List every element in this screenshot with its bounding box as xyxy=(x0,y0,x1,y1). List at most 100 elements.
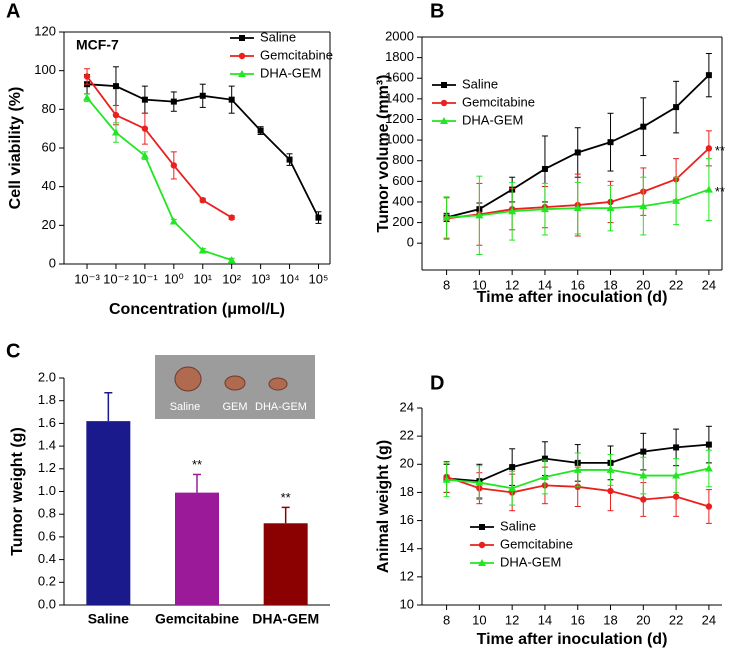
legend-label: Gemcitabine xyxy=(500,536,573,551)
marker xyxy=(640,496,647,503)
legend-label: DHA-GEM xyxy=(462,112,523,127)
y-tick-label: 20 xyxy=(42,217,56,232)
marker xyxy=(606,204,615,212)
marker xyxy=(238,52,246,60)
marker xyxy=(639,202,648,210)
x-tick-label: 8 xyxy=(443,277,450,292)
marker xyxy=(541,165,548,172)
marker xyxy=(227,256,236,264)
x-tick-label: 10⁻³ xyxy=(74,271,100,286)
panel-letter: C xyxy=(6,340,20,362)
y-tick-label: 1.2 xyxy=(38,460,56,475)
x-tick-label: 10¹ xyxy=(193,271,212,286)
x-tick-label: 10² xyxy=(222,271,241,286)
annotation: ** xyxy=(281,490,291,505)
x-tick-label: 24 xyxy=(702,277,716,292)
y-tick-label: 0 xyxy=(49,255,56,270)
panel-letter: D xyxy=(430,372,444,394)
bar xyxy=(86,421,131,605)
marker xyxy=(140,151,149,159)
series-line xyxy=(86,97,232,261)
marker xyxy=(169,217,178,225)
y-axis-title: Cell viability (%) xyxy=(7,87,24,210)
marker xyxy=(508,484,517,492)
marker xyxy=(442,213,451,221)
marker xyxy=(112,83,119,90)
marker xyxy=(228,214,235,221)
marker xyxy=(573,204,582,212)
inset-label: GEM xyxy=(222,401,247,413)
x-tick-label: Gemcitabine xyxy=(155,611,239,627)
marker xyxy=(83,93,92,101)
series-line xyxy=(86,75,233,219)
x-axis-title: Time after inoculation (d) xyxy=(477,289,668,306)
marker xyxy=(475,478,484,486)
y-tick-label: 1000 xyxy=(385,132,414,147)
x-tick-label: 22 xyxy=(669,612,683,627)
y-tick-label: 80 xyxy=(42,101,56,116)
y-tick-label: 20 xyxy=(400,456,414,471)
marker xyxy=(541,455,548,462)
marker xyxy=(199,197,206,204)
y-tick-label: 1.4 xyxy=(38,438,56,453)
legend-label: Saline xyxy=(260,29,296,44)
y-tick-label: 1.8 xyxy=(38,392,56,407)
marker xyxy=(540,472,549,480)
y-tick-label: 18 xyxy=(400,484,414,499)
x-axis-title: Concentration (μmol/L) xyxy=(109,301,285,318)
annotation: ** xyxy=(715,143,725,158)
y-tick-label: 1.0 xyxy=(38,483,56,498)
marker xyxy=(673,444,680,451)
y-tick-label: 0.0 xyxy=(38,596,56,611)
inset-label: DHA-GEM xyxy=(255,401,307,413)
y-tick-label: 0.2 xyxy=(38,574,56,589)
marker xyxy=(238,70,246,77)
y-tick-label: 0.6 xyxy=(38,528,56,543)
marker xyxy=(705,503,713,510)
x-tick-label: DHA-GEM xyxy=(252,611,319,627)
x-tick-label: 10⁵ xyxy=(309,271,329,286)
legend-label: Gemcitabine xyxy=(462,94,535,109)
x-tick-label: 10³ xyxy=(251,271,270,286)
bar xyxy=(263,523,308,605)
marker xyxy=(705,441,712,448)
marker xyxy=(199,92,206,99)
y-tick-label: 1400 xyxy=(385,90,414,105)
y-tick-label: 200 xyxy=(392,214,414,229)
y-tick-label: 120 xyxy=(34,23,56,38)
x-tick-label: 10⁻¹ xyxy=(132,271,158,286)
y-tick-label: 600 xyxy=(392,173,414,188)
y-axis-title: Tumor weight (g) xyxy=(9,427,26,556)
marker xyxy=(607,487,614,495)
legend-label: DHA-GEM xyxy=(500,554,561,569)
x-axis-title: Time after inoculation (d) xyxy=(477,631,668,648)
marker xyxy=(673,104,680,111)
marker xyxy=(228,96,235,103)
marker xyxy=(141,125,149,132)
x-tick-label: 20 xyxy=(636,612,650,627)
tumor xyxy=(224,375,246,391)
x-tick-label: 10 xyxy=(472,277,486,292)
marker xyxy=(607,139,614,146)
y-tick-label: 1200 xyxy=(385,111,414,126)
marker xyxy=(478,559,486,566)
x-tick-label: 18 xyxy=(603,277,617,292)
legend-label: DHA-GEM xyxy=(260,65,321,80)
y-tick-label: 1600 xyxy=(385,70,414,85)
tumor xyxy=(268,377,288,391)
y-tick-label: 16 xyxy=(400,512,414,527)
y-tick-label: 800 xyxy=(392,152,414,167)
marker xyxy=(705,72,712,79)
marker xyxy=(440,99,448,107)
y-tick-label: 2.0 xyxy=(38,369,56,384)
marker xyxy=(442,475,451,483)
marker xyxy=(170,162,178,169)
y-tick-label: 22 xyxy=(400,428,414,443)
annotation: ** xyxy=(192,457,202,472)
annotation: MCF-7 xyxy=(76,37,119,53)
legend-label: Saline xyxy=(462,76,498,91)
tumor xyxy=(174,366,202,392)
y-tick-label: 100 xyxy=(34,62,56,77)
marker xyxy=(111,128,120,136)
marker xyxy=(441,82,447,88)
